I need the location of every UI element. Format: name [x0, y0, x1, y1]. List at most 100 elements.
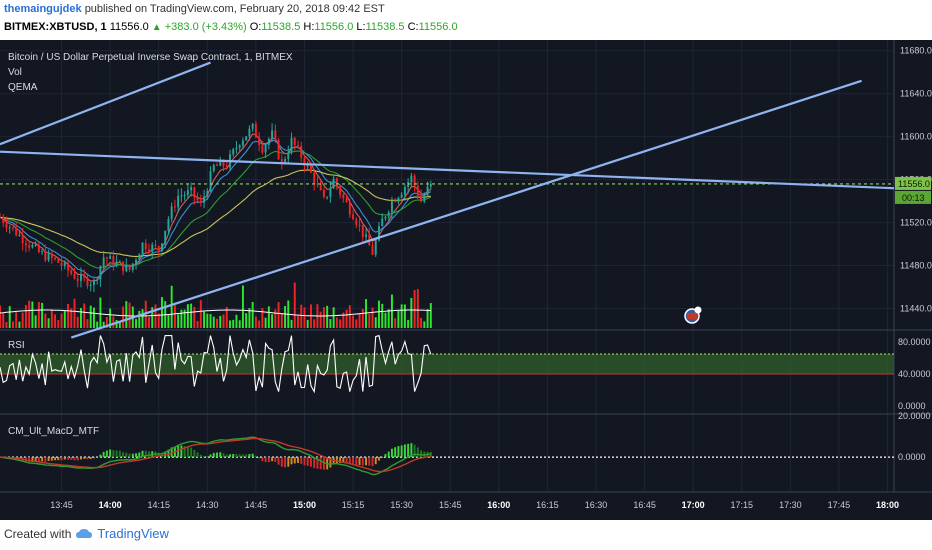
- candle-body: [407, 182, 410, 188]
- macd-histogram-bar: [271, 457, 274, 462]
- candle-body: [2, 217, 5, 224]
- volume-bar: [397, 310, 400, 328]
- macd-histogram-bar: [277, 457, 280, 465]
- volume-bar: [151, 307, 154, 328]
- macd-histogram-bar: [403, 444, 406, 458]
- chart-area[interactable]: 11680.011640.011600.011560.011520.011480…: [0, 40, 932, 520]
- volume-bar: [254, 316, 257, 328]
- macd-histogram-bar: [148, 451, 150, 458]
- volume-bar: [387, 309, 390, 328]
- macd-histogram-bar: [47, 457, 50, 462]
- macd-histogram-bar: [355, 457, 358, 466]
- volume-bar: [63, 310, 66, 328]
- candle-body: [144, 242, 147, 250]
- tradingview-brand-link[interactable]: TradingView: [97, 526, 169, 541]
- close-value: 11556.0: [418, 21, 458, 33]
- candle-body: [80, 274, 82, 281]
- candle-body: [254, 123, 257, 138]
- rsi-tick-label: 80.0000: [898, 337, 931, 347]
- macd-histogram-bar: [216, 452, 218, 458]
- candle-body: [28, 245, 31, 248]
- candle-body: [8, 227, 11, 229]
- time-tick-label: 17:30: [779, 500, 802, 510]
- candle-body: [203, 196, 206, 203]
- volume-bar: [31, 301, 34, 328]
- macd-histogram-bar: [378, 457, 380, 461]
- macd-histogram-bar: [141, 450, 144, 458]
- macd-histogram-bar: [73, 457, 76, 461]
- volume-bar: [186, 304, 189, 328]
- candle-body: [186, 190, 189, 196]
- volume-bar: [138, 310, 141, 328]
- publish-info: themaingujdek published on TradingView.c…: [4, 3, 385, 15]
- price-tick-label: 11440.0: [900, 304, 932, 314]
- candle-body: [41, 251, 44, 253]
- volume-bar: [148, 316, 150, 328]
- candle-body: [394, 200, 397, 202]
- volume-bar: [322, 307, 325, 328]
- macd-histogram-bar: [57, 457, 60, 461]
- macd-histogram-bar: [203, 455, 206, 458]
- volume-bar: [115, 319, 118, 328]
- candle-body: [15, 227, 18, 236]
- open-label: O:: [249, 21, 262, 33]
- candle-body: [216, 164, 218, 166]
- volume-bar: [86, 319, 89, 328]
- volume-bar: [44, 313, 47, 328]
- flag-icon[interactable]: [684, 306, 702, 324]
- time-tick-label: 15:30: [390, 500, 413, 510]
- volume-bar: [5, 321, 8, 328]
- close-label: C:: [407, 21, 419, 33]
- candle-body: [11, 227, 14, 229]
- candle-body: [183, 195, 186, 197]
- candle-body: [105, 257, 108, 259]
- macd-histogram-bar: [348, 457, 351, 464]
- candle-body: [413, 175, 416, 186]
- candle-body: [180, 195, 183, 197]
- volume-bar: [99, 297, 102, 328]
- volume-bar: [24, 305, 27, 328]
- volume-bar: [248, 308, 251, 328]
- macd-histogram-bar: [293, 457, 296, 464]
- volume-bar: [167, 315, 170, 328]
- candle-body: [18, 234, 21, 236]
- candle-body: [235, 147, 238, 150]
- macd-histogram-bar: [76, 457, 79, 461]
- volume-bar: [180, 309, 183, 328]
- volume-bar: [216, 318, 218, 328]
- price-chart-svg[interactable]: 11680.011640.011600.011560.011520.011480…: [0, 40, 932, 520]
- candle-body: [271, 130, 274, 139]
- macd-histogram-bar: [80, 457, 82, 460]
- volume-bar: [345, 309, 348, 328]
- macd-histogram-bar: [54, 457, 57, 461]
- quote-line: BITMEX:XBTUSD, 1 11556.0 ▲ +383.0 (+3.43…: [4, 21, 458, 33]
- volume-bar: [400, 304, 403, 328]
- volume-bar: [413, 289, 416, 328]
- candle-body: [209, 171, 212, 191]
- qema-line: [0, 139, 432, 279]
- volume-bar: [15, 312, 18, 328]
- volume-bar: [235, 314, 238, 328]
- macd-histogram-bar: [261, 457, 264, 462]
- macd-histogram-bar: [167, 449, 170, 458]
- volume-bar: [70, 308, 73, 328]
- macd-histogram-bar: [212, 452, 215, 458]
- macd-histogram-bar: [410, 443, 413, 458]
- volume-bar: [11, 321, 14, 328]
- qema-line: [0, 150, 432, 269]
- macd-histogram-bar: [67, 457, 69, 460]
- macd-histogram-bar: [186, 446, 189, 458]
- author-link[interactable]: themaingujdek: [4, 3, 82, 15]
- macd-histogram-bar: [44, 457, 47, 462]
- volume-bar: [105, 317, 108, 328]
- candle-body: [199, 200, 202, 203]
- candle-body: [73, 273, 76, 279]
- time-tick-label: 14:00: [99, 500, 122, 510]
- macd-histogram-bar: [316, 457, 319, 469]
- candle-body: [371, 245, 374, 255]
- macd-tick-label: 20.0000: [898, 411, 931, 421]
- candle-body: [335, 178, 338, 187]
- macd-histogram-bar: [232, 453, 235, 458]
- macd-histogram-bar: [157, 452, 160, 458]
- macd-histogram-bar: [241, 454, 244, 458]
